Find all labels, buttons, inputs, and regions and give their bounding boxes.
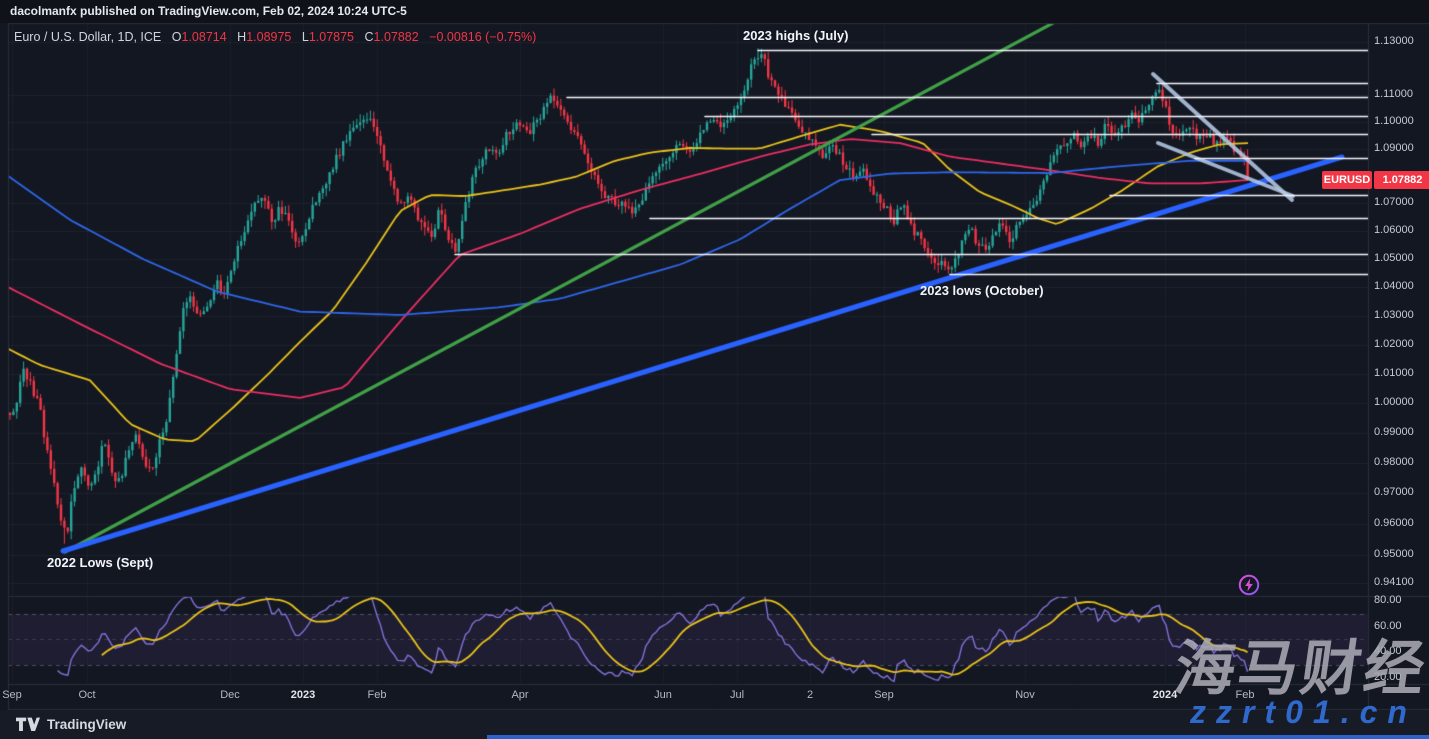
time-axis-label: Oct [78,689,96,701]
legend-high-value: 1.08975 [246,30,292,44]
time-axis-label: Feb [1235,689,1255,701]
time-axis-label: Nov [1015,689,1035,701]
footer-bar: TradingView [0,710,1429,739]
time-axis-label: Apr [511,689,529,701]
publish-header-bar: dacolmanfx published on TradingView.com,… [0,0,1429,23]
rsi-axis-label: 60.00 [1374,619,1402,632]
legend-change: −0.00816 (−0.75%) [429,30,537,44]
annotation-2023-lows: 2023 lows (October) [920,283,1044,298]
price-axis-label: 0.97000 [1374,486,1414,499]
price-axis-label: 1.05000 [1374,252,1414,265]
time-axis-label: Feb [367,689,387,701]
legend-title: Euro / U.S. Dollar, 1D, ICE [14,30,162,44]
time-axis-label: 2023 [290,689,316,701]
symbol-legend[interactable]: Euro / U.S. Dollar, 1D, ICE O1.08714 H1.… [14,30,536,44]
publish-info: dacolmanfx published on TradingView.com,… [10,4,407,18]
time-axis-label: Sep [874,689,894,701]
rsi-axis-label: 40.00 [1374,645,1402,658]
price-axis-label: 1.11000 [1374,87,1413,100]
price-axis-label: 0.98000 [1374,455,1414,468]
badge-value: 1.07882 [1374,171,1429,189]
time-axis-label: Sep [2,689,22,701]
legend-close-label: C [364,30,374,44]
time-axis-label: Jun [654,689,672,701]
legend-open-value: 1.08714 [181,30,227,44]
price-axis-label: 1.09000 [1374,141,1414,154]
rsi-axis-label: 20.00 [1374,670,1402,683]
price-axis-label: 0.95000 [1374,547,1414,560]
watermark-bar [487,735,1429,739]
price-axis-label: 1.03000 [1374,308,1414,321]
boost-icon[interactable] [1237,573,1261,597]
watermark-site: zzrt01.cn [1190,694,1417,730]
annotation-2022-lows: 2022 Lows (Sept) [47,555,154,570]
annotation-2023-highs: 2023 highs (July) [743,28,849,43]
tradingview-logo-icon [16,717,40,731]
last-price-badge: EURUSD 1.07882 [1322,171,1429,189]
legend-low-value: 1.07875 [308,30,355,44]
legend-open-label: O [171,30,182,44]
time-axis-label: 2024 [1152,689,1178,701]
price-axis-label: 1.07000 [1374,196,1414,209]
rsi-axis-label: 80.00 [1374,594,1402,606]
tradingview-logo-text: TradingView [47,717,127,732]
time-axis-label: Jul [729,689,745,701]
legend-high-label: H [237,30,247,44]
time-axis-label: 2 [806,689,814,701]
legend-close-value: 1.07882 [373,30,419,44]
tradingview-logo[interactable]: TradingView [16,717,126,732]
price-axis-label: 1.10000 [1374,114,1414,127]
price-axis-label: 1.02000 [1374,337,1414,350]
price-axis-label: 1.13000 [1374,35,1414,47]
badge-symbol: EURUSD [1322,171,1372,189]
price-axis-label: 1.04000 [1374,280,1414,293]
price-axis-label: 1.06000 [1374,224,1414,237]
price-axis-label: 0.96000 [1374,516,1414,529]
legend-low-label: L [301,30,309,44]
price-axis-label: 0.94100 [1374,576,1414,588]
price-axis-label: 1.00000 [1374,396,1414,409]
price-axis-label: 0.99000 [1374,425,1414,438]
price-axis-label: 1.01000 [1374,366,1414,379]
time-axis-label: Dec [220,689,240,701]
